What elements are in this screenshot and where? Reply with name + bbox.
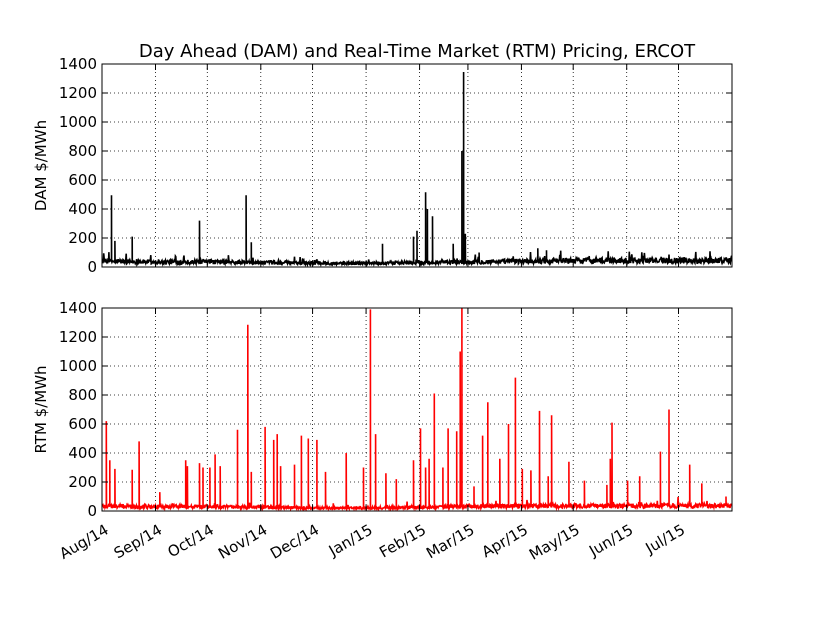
rtm-y-tick-label: 200 <box>68 473 97 491</box>
rtm-y-tick-label: 600 <box>68 415 97 433</box>
rtm-panel: 0 200 400 600 800 1000 1200 1400 Aug/14 Sep/14 Oc… <box>32 299 733 564</box>
dam-y-tick-label: 1400 <box>59 55 97 73</box>
dam-x-ticks <box>101 64 679 267</box>
x-tick-label: Nov/14 <box>215 521 270 563</box>
dam-axes-frame <box>101 63 733 268</box>
x-tick-label: Apr/15 <box>479 521 531 562</box>
rtm-axes-frame <box>101 307 733 512</box>
rtm-y-tick-label: 400 <box>68 444 97 462</box>
dam-y-tick-label: 400 <box>68 200 97 218</box>
rtm-y-tick-label: 800 <box>68 386 97 404</box>
chart-title: Day Ahead (DAM) and Real-Time Market (RT… <box>139 41 696 62</box>
rtm-price-line <box>102 308 732 511</box>
rtm-y-tick-label: 1400 <box>59 299 97 317</box>
dam-y-axis-label: DAM $/MWh <box>32 120 50 211</box>
dam-y-tick-label: 0 <box>87 258 97 276</box>
rtm-y-axis-label: RTM $/MWh <box>32 365 50 453</box>
dam-y-tick-label: 800 <box>68 142 97 160</box>
x-tick-label: Jan/15 <box>325 521 376 561</box>
dam-panel: 0 200 400 600 800 1000 1200 1400 DAM $/MWh <box>32 55 733 276</box>
rtm-y-tick-label: 1000 <box>59 357 97 375</box>
x-tick-label: Sep/14 <box>111 521 165 563</box>
x-tick-label: Dec/14 <box>267 521 322 563</box>
dam-grid <box>102 64 732 267</box>
x-tick-label: Jul/15 <box>642 521 688 558</box>
rtm-grid <box>102 308 732 511</box>
x-tick-label: Jun/15 <box>585 521 636 561</box>
dam-y-ticks: 0 200 400 600 800 1000 1200 1400 <box>59 55 732 276</box>
rtm-y-tick-label: 1200 <box>59 328 97 346</box>
x-tick-label: Feb/15 <box>376 521 429 562</box>
dam-price-line <box>102 71 732 267</box>
x-tick-label: Aug/14 <box>56 521 111 563</box>
dam-y-tick-label: 1000 <box>59 113 97 131</box>
rtm-y-tick-label: 0 <box>87 502 97 520</box>
x-tick-label: Mar/15 <box>423 521 477 563</box>
x-tick-label: May/15 <box>526 521 583 564</box>
dam-y-tick-label: 600 <box>68 171 97 189</box>
x-tick-label: Oct/14 <box>165 521 217 562</box>
dam-y-tick-label: 200 <box>68 229 97 247</box>
rtm-y-ticks: 0 200 400 600 800 1000 1200 1400 <box>59 299 732 520</box>
dam-y-tick-label: 1200 <box>59 84 97 102</box>
